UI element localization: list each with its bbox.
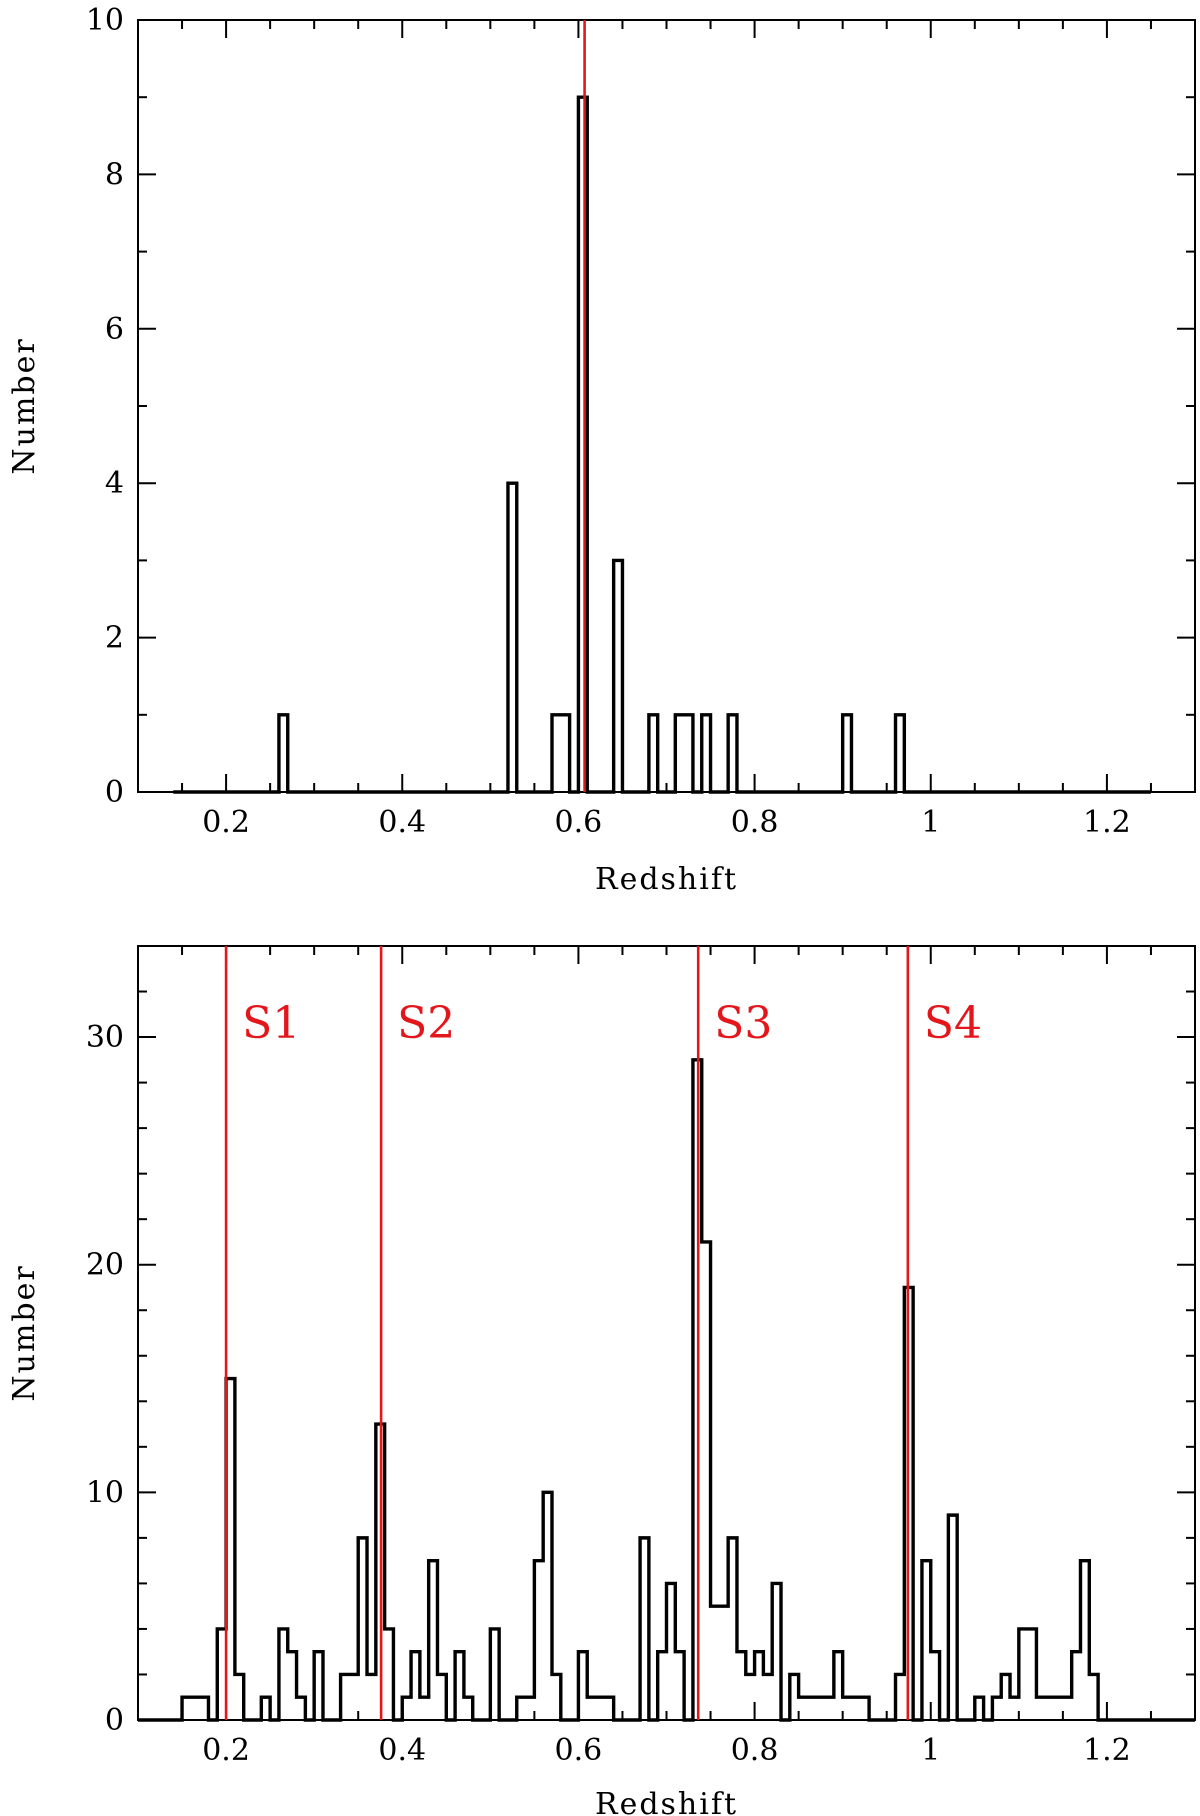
x-tick-label: 0.2 — [202, 1733, 250, 1768]
x-tick-label: 0.4 — [378, 805, 426, 840]
y-tick-label: 10 — [86, 3, 124, 38]
x-tick-label: 0.8 — [731, 1733, 779, 1768]
y-tick-label: 2 — [105, 621, 124, 656]
marker-label: S1 — [242, 998, 300, 1049]
x-tick-label: 0.6 — [555, 805, 603, 840]
x-tick-label: 0.4 — [378, 1733, 426, 1768]
y-tick-label: 0 — [105, 1703, 124, 1738]
x-tick-label: 0.8 — [731, 805, 779, 840]
x-tick-label: 0.2 — [202, 805, 250, 840]
x-axis-label: Redshift — [595, 1787, 738, 1816]
x-tick-label: 0.6 — [555, 1733, 603, 1768]
y-tick-label: 30 — [86, 1020, 124, 1055]
marker-label: S4 — [924, 998, 982, 1049]
x-tick-label: 1.2 — [1083, 805, 1131, 840]
y-axis-label: Number — [7, 1264, 42, 1401]
x-tick-label: 1 — [921, 805, 940, 840]
y-tick-label: 20 — [86, 1248, 124, 1283]
histogram-series — [173, 95, 1151, 794]
x-axis-label: Redshift — [595, 862, 738, 897]
x-tick-label: 1 — [921, 1733, 940, 1768]
top-histogram-panel: 0.2 0.4 0.6 0.8 1 1.2 0 2 4 6 8 10 Redshift Number — [7, 3, 1196, 897]
y-tick-label: 4 — [105, 466, 124, 501]
marker-label: S2 — [397, 998, 455, 1049]
y-tick-label: 10 — [86, 1475, 124, 1510]
y-tick-label: 6 — [105, 312, 124, 347]
y-tick-label: 0 — [105, 775, 124, 810]
bottom-histogram-panel: 0.2 0.4 0.6 0.8 1 1.2 0 10 20 30 Redshift Number S1 S… — [7, 945, 1196, 1816]
y-tick-label: 8 — [105, 157, 124, 192]
y-axis-label: Number — [7, 337, 42, 474]
histogram-series — [138, 1058, 1195, 1722]
plot-frame — [137, 19, 1196, 793]
marker-label: S3 — [714, 998, 772, 1049]
x-tick-label: 1.2 — [1083, 1733, 1131, 1768]
